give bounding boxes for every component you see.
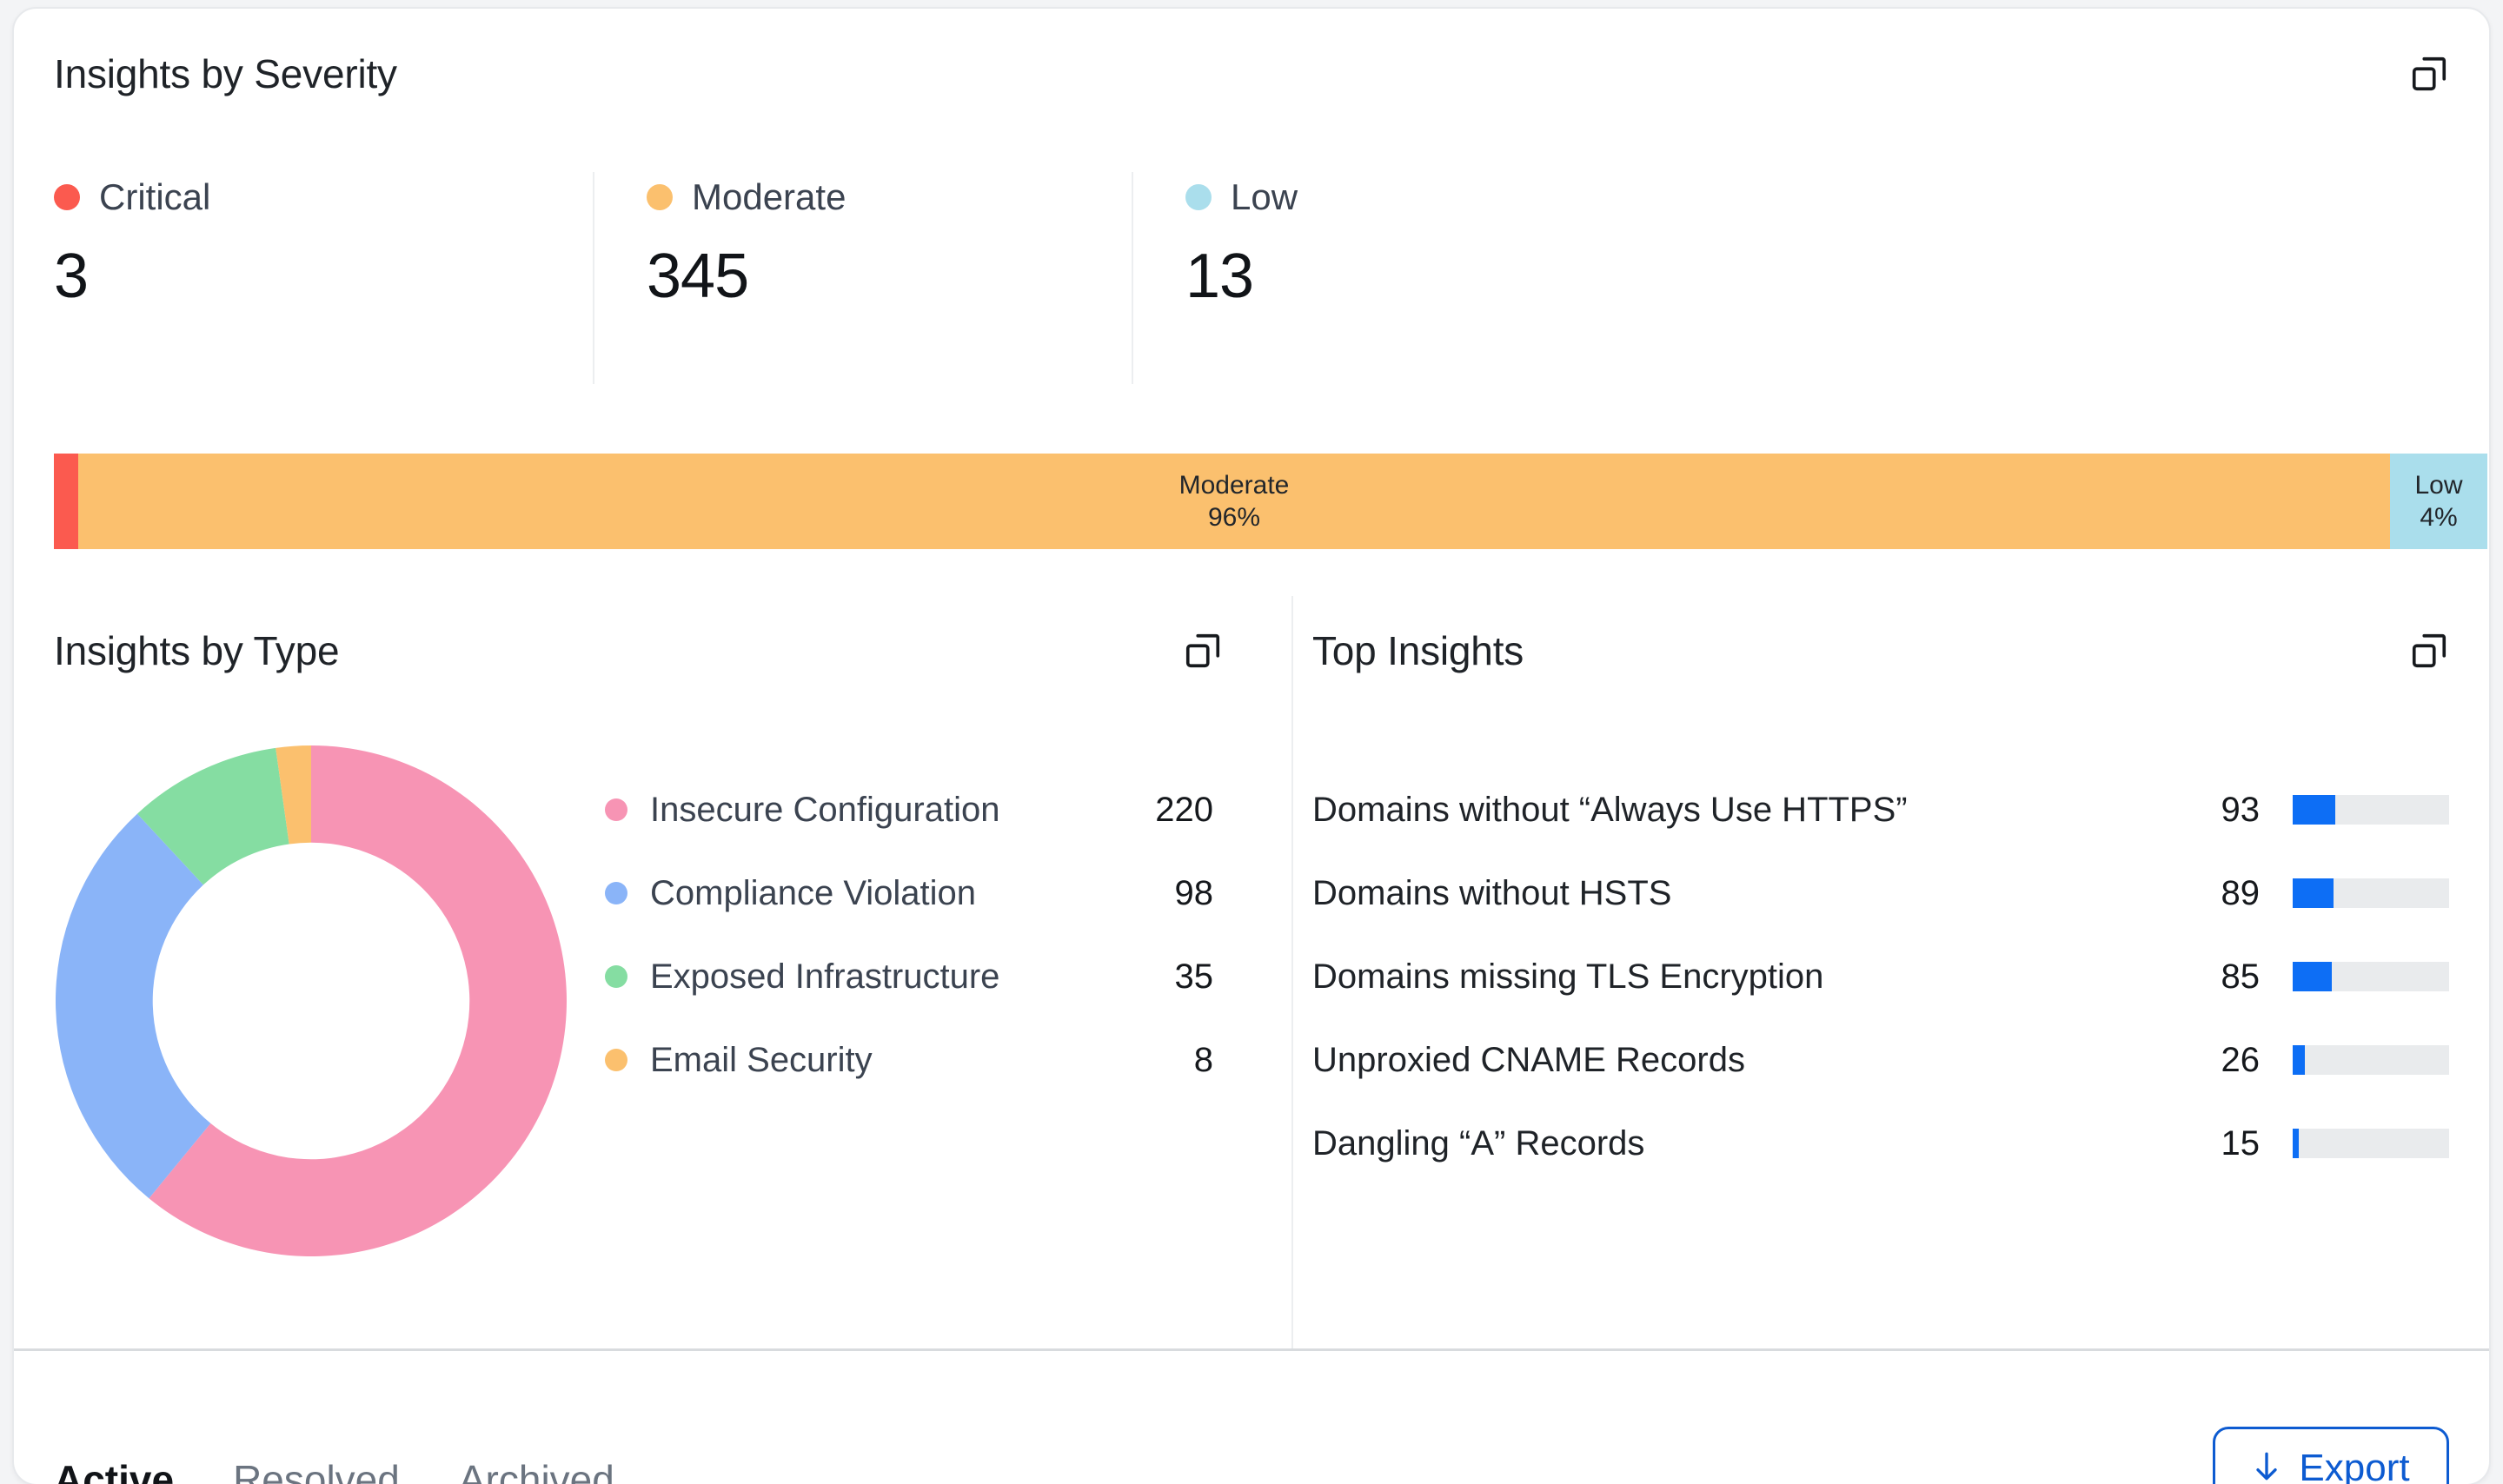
segment-name: Low (2414, 470, 2463, 500)
top-insights-title: Top Insights (1312, 628, 1524, 673)
legend-value: 35 (1174, 957, 1214, 996)
insights-by-type-panel: Insights by Type Insecure Configuration 2… (14, 596, 1291, 1348)
insight-count: 93 (2221, 790, 2261, 829)
tab-archived[interactable]: Archived (458, 1457, 614, 1484)
stat-critical-value: 3 (54, 242, 89, 311)
insight-progress-track (2293, 795, 2449, 825)
bottom-toolbar: Active Resolved Archived Export (14, 1351, 2489, 1484)
stat-moderate-label: Moderate (647, 172, 1132, 222)
page-title: Insights by Severity (54, 51, 397, 96)
severity-bar-segment-critical[interactable] (54, 454, 78, 549)
segment-percent: 4% (2420, 503, 2458, 532)
donut-slice[interactable] (276, 745, 311, 845)
severity-bar-segment-low[interactable]: Low 4% (2390, 454, 2487, 549)
legend-color-dot (605, 1049, 627, 1071)
insight-progress-fill (2293, 1045, 2306, 1075)
legend-value: 98 (1174, 873, 1214, 912)
stat-moderate-value: 345 (647, 242, 749, 311)
insight-progress-track (2293, 1045, 2449, 1075)
legend-label: Email Security (650, 1040, 873, 1079)
insight-count: 15 (2221, 1123, 2261, 1163)
stat-critical: Critical 3 (54, 172, 593, 400)
legend-color-dot (605, 965, 627, 988)
donut-slice[interactable] (136, 747, 289, 885)
export-label: Export (2299, 1447, 2410, 1484)
legend-value: 8 (1193, 1040, 1213, 1079)
insight-label: Domains without HSTS (1312, 873, 1672, 912)
insight-progress-fill (2293, 962, 2332, 991)
donut-slice[interactable] (149, 745, 567, 1256)
insight-progress-fill (2293, 1129, 2300, 1158)
insights-card: Insights by Severity Critical 3 Moderate (12, 7, 2491, 1484)
top-insights-list: Domains without “Always Use HTTPS” 93 Doma… (1312, 768, 2449, 1185)
table-row[interactable]: Domains without HSTS 89 (1312, 851, 2449, 935)
insight-count: 85 (2221, 957, 2261, 996)
stat-low-name: Low (1231, 176, 1298, 217)
insights-type-donut-chart[interactable] (50, 740, 572, 1262)
top-insights-panel: Top Insights Domains without “Always Use… (1291, 596, 2489, 1348)
severity-dot-critical (54, 184, 80, 210)
legend-label: Insecure Configuration (650, 790, 1000, 829)
tab-active[interactable]: Active (54, 1457, 175, 1484)
insights-type-legend: Insecure Configuration 220 Compliance Viol… (605, 768, 1213, 1102)
legend-color-dot (605, 882, 627, 904)
stat-low: Low 13 (1132, 172, 1670, 400)
legend-value: 220 (1155, 790, 1213, 829)
stat-low-value: 13 (1185, 242, 1254, 311)
insight-progress-track (2293, 878, 2449, 908)
list-item[interactable]: Email Security 8 (605, 1018, 1213, 1102)
severity-bar-segment-moderate[interactable]: Moderate 96% (78, 454, 2390, 549)
table-row[interactable]: Unproxied CNAME Records 26 (1312, 1018, 2449, 1102)
section-divider (14, 1348, 2489, 1351)
severity-dot-low (1185, 184, 1212, 210)
donut-slice[interactable] (56, 813, 211, 1199)
insight-label: Unproxied CNAME Records (1312, 1040, 1745, 1079)
stat-critical-name: Critical (99, 176, 211, 217)
legend-label: Exposed Infrastructure (650, 957, 1000, 996)
stat-low-label: Low (1185, 172, 1670, 222)
lower-split: Insights by Type Insecure Configuration 2… (14, 596, 2489, 1348)
insight-count: 89 (2221, 873, 2261, 912)
expand-icon[interactable] (2409, 54, 2449, 94)
insight-progress-fill (2293, 795, 2335, 825)
insight-label: Domains missing TLS Encryption (1312, 957, 1824, 996)
stat-critical-label: Critical (54, 172, 593, 222)
insights-by-type-title: Insights by Type (54, 628, 340, 673)
status-tabs: Active Resolved Archived (54, 1456, 614, 1484)
table-row[interactable]: Dangling “A” Records 15 (1312, 1102, 2449, 1185)
list-item[interactable]: Compliance Violation 98 (605, 851, 1213, 935)
legend-label: Compliance Violation (650, 873, 977, 912)
expand-icon[interactable] (2409, 631, 2449, 671)
insight-label: Domains without “Always Use HTTPS” (1312, 790, 1908, 829)
list-item[interactable]: Exposed Infrastructure 35 (605, 935, 1213, 1018)
download-icon (2252, 1451, 2281, 1484)
expand-icon[interactable] (1183, 631, 1223, 671)
legend-color-dot (605, 798, 627, 821)
insight-progress-track (2293, 962, 2449, 991)
export-button[interactable]: Export (2213, 1427, 2449, 1484)
insight-label: Dangling “A” Records (1312, 1123, 1645, 1163)
severity-stacked-bar[interactable]: Moderate 96% Low 4% (54, 454, 2487, 549)
table-row[interactable]: Domains without “Always Use HTTPS” 93 (1312, 768, 2449, 851)
insight-count: 26 (2221, 1040, 2261, 1079)
tab-resolved[interactable]: Resolved (233, 1457, 400, 1484)
segment-percent: 96% (1207, 503, 1261, 532)
insight-progress-track (2293, 1129, 2449, 1158)
stat-moderate-name: Moderate (692, 176, 847, 217)
stat-moderate: Moderate 345 (593, 172, 1132, 400)
severity-stats-row: Critical 3 Moderate 345 Low 13 (54, 172, 2453, 400)
table-row[interactable]: Domains missing TLS Encryption 85 (1312, 935, 2449, 1018)
insight-progress-fill (2293, 878, 2334, 908)
segment-name: Moderate (1178, 470, 1290, 500)
severity-dot-moderate (647, 184, 673, 210)
list-item[interactable]: Insecure Configuration 220 (605, 768, 1213, 851)
